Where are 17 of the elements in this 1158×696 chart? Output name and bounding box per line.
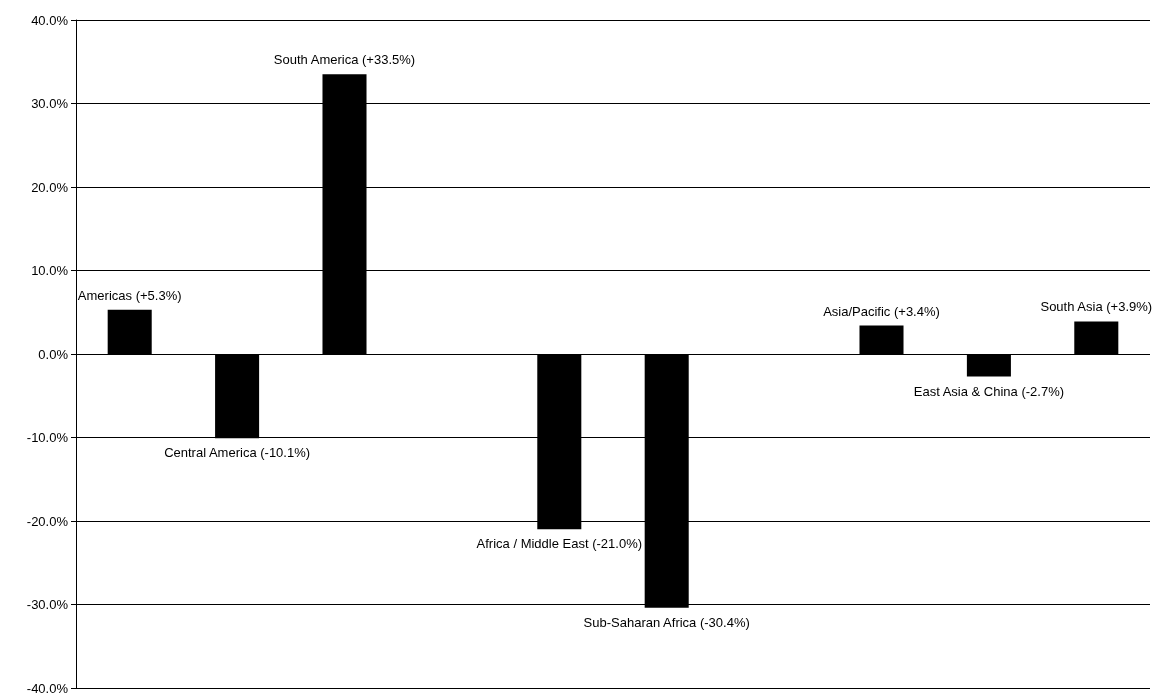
data-label: Africa / Middle East (-21.0%) — [476, 536, 643, 552]
y-tick-label: -20.0% — [26, 513, 69, 529]
data-label: Asia/Pacific (+3.4%) — [823, 303, 940, 319]
data-label: East Asia & China (-2.7%) — [913, 383, 1065, 399]
y-tick-label: -30.0% — [26, 597, 69, 612]
y-tick-label: -40.0% — [26, 680, 69, 696]
data-label: South Asia (+3.9%) — [1040, 299, 1153, 315]
y-tick-label: 10.0% — [31, 263, 69, 278]
y-tick-label: 40.0% — [31, 12, 69, 28]
data-label: Central America (-10.1%) — [164, 445, 311, 461]
y-tick-label: 0.0% — [38, 346, 69, 362]
y-tick-label: -10.0% — [26, 430, 69, 445]
y-tick-label: 30.0% — [31, 96, 69, 111]
data-label: Sub-Saharan Africa (-30.4%) — [583, 614, 750, 630]
y-tick-label: 20.0% — [31, 179, 69, 195]
data-label: Americas (+5.3%) — [77, 287, 182, 303]
data-label: South America (+33.5%) — [273, 52, 416, 68]
